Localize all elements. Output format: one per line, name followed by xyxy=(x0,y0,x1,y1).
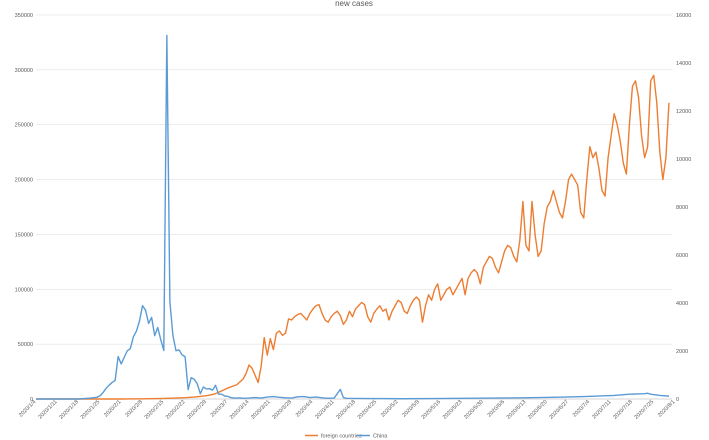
right-y-axis: 0 2000 4000 6000 8000 10000 12000 14000 16000 xyxy=(676,13,691,403)
x-tick-label: 2020/3/7 xyxy=(210,399,229,418)
right-tick-label: 10000 xyxy=(676,157,691,163)
x-tick-label: 2020/2/15 xyxy=(144,399,166,421)
left-tick-label: 100000 xyxy=(15,287,33,293)
x-tick-label: 2020/5/2 xyxy=(380,399,399,418)
x-tick-label: 2020/8/1 xyxy=(657,399,676,418)
x-tick-label: 2020/4/11 xyxy=(314,399,335,420)
x-tick-label: 2020/6/13 xyxy=(506,399,528,421)
x-tick-label: 2020/6/27 xyxy=(548,399,570,421)
x-tick-label: 2020/1/18 xyxy=(58,399,80,421)
x-tick-label: 2020/7/25 xyxy=(634,399,656,421)
x-tick-label: 2020/3/14 xyxy=(229,399,251,421)
legend: foreign countries China xyxy=(305,434,388,440)
chart-title: new cases xyxy=(335,0,373,8)
right-tick-label: 14000 xyxy=(676,61,691,67)
x-tick-label: 2020/7/11 xyxy=(591,399,612,420)
x-tick-label: 2020/1/4 xyxy=(18,399,37,418)
x-tick-label: 2020/6/6 xyxy=(487,399,506,418)
x-tick-label: 2020/7/4 xyxy=(572,399,591,418)
x-tick-label: 2020/1/25 xyxy=(80,399,102,421)
x-tick-label: 2020/5/9 xyxy=(401,399,420,418)
right-tick-label: 16000 xyxy=(676,13,691,19)
left-tick-label: 150000 xyxy=(15,232,33,238)
x-tick-label: 2020/7/18 xyxy=(612,399,634,421)
right-tick-label: 4000 xyxy=(676,301,688,307)
right-tick-label: 6000 xyxy=(676,253,688,259)
series-line-china xyxy=(36,34,670,400)
x-tick-label: 2020/3/21 xyxy=(250,399,272,421)
x-tick-label: 2020/5/23 xyxy=(442,399,464,421)
x-tick-label: 2020/2/8 xyxy=(125,399,144,418)
right-tick-label: 8000 xyxy=(676,205,688,211)
left-tick-label: 300000 xyxy=(15,68,33,74)
right-tick-label: 12000 xyxy=(676,109,691,115)
x-tick-label: 2020/4/25 xyxy=(357,399,379,421)
x-tick-label: 2020/5/16 xyxy=(421,399,443,421)
x-tick-label: 2020/4/18 xyxy=(335,399,357,421)
right-tick-label: 2000 xyxy=(676,349,688,355)
left-tick-label: 200000 xyxy=(15,178,33,184)
x-tick-label: 2020/2/29 xyxy=(186,399,208,421)
legend-label-china: China xyxy=(373,434,388,440)
gridlines xyxy=(36,14,672,400)
x-axis: 2020/1/4 2020/1/11 2020/1/18 2020/1/25 2020/… xyxy=(18,398,676,421)
x-tick-label: 2020/5/30 xyxy=(463,399,485,421)
series-lines xyxy=(36,34,670,400)
x-tick-label: 2020/6/20 xyxy=(527,399,549,421)
x-tick-label: 2020/1/11 xyxy=(37,399,58,420)
x-tick-label: 2020/2/22 xyxy=(165,399,187,421)
x-tick-label: 2020/4/4 xyxy=(295,399,314,418)
left-tick-label: 350000 xyxy=(15,13,33,19)
x-tick-label: 2020/3/28 xyxy=(271,399,293,421)
left-tick-label: 0 xyxy=(30,397,33,403)
right-tick-label: 0 xyxy=(676,397,679,403)
x-tick-label: 2020/2/1 xyxy=(103,399,122,418)
left-y-axis: 0 50000 100000 150000 200000 250000 300000 3500… xyxy=(15,13,33,403)
series-line-foreign-countries xyxy=(36,74,670,400)
left-tick-label: 50000 xyxy=(18,342,33,348)
left-tick-label: 250000 xyxy=(15,123,33,129)
legend-label-foreign-countries: foreign countries xyxy=(321,434,362,440)
